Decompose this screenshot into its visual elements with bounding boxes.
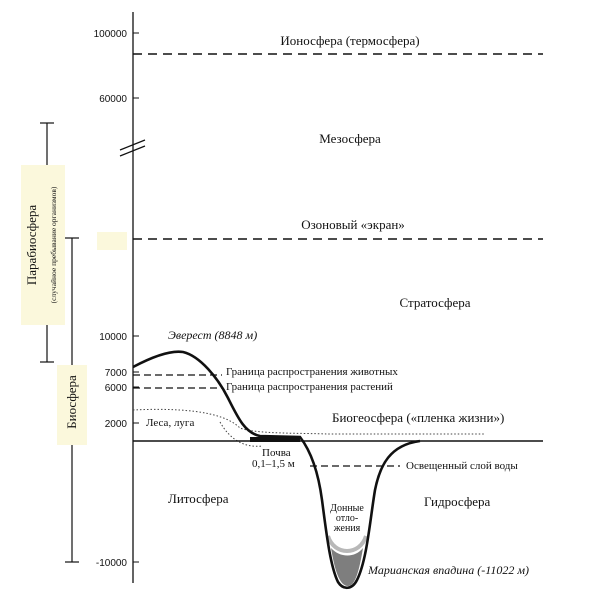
soil-depth-label: 0,1–1,5 м — [252, 458, 295, 470]
parabiosphere-label: Парабиосфера — [24, 205, 39, 285]
biosphere-label-highlight — [97, 232, 127, 250]
forests-meadows-label: Леса, луга — [146, 417, 194, 429]
tick-label-minus-10000: -10000 — [96, 558, 128, 569]
biosphere-label-highlight — [57, 365, 87, 445]
parabiosphere-label-highlight — [21, 165, 65, 325]
everest-label: Эверест (8848 м) — [168, 328, 257, 342]
biogeosphere-label: Биогеосфера («пленка жизни») — [332, 410, 504, 425]
axis-break-mark — [119, 145, 146, 157]
lit-water-layer-label: Освещенный слой воды — [406, 460, 518, 472]
ionosphere-label: Ионосфера (термосфера) — [280, 33, 419, 48]
soil-label: Почва — [262, 447, 291, 459]
sediments-label-line2: отло- — [336, 513, 358, 524]
tick-label-2000: 2000 — [105, 419, 128, 430]
sediments-label-line1: Донные — [330, 503, 364, 514]
mesosphere-label: Мезосфера — [319, 131, 381, 146]
biosphere-label: Биосфера — [64, 375, 79, 429]
plants-limit-label: Граница распространения растений — [226, 381, 393, 393]
terrain-profile-line — [132, 350, 421, 590]
biogeosphere-lower-boundary — [219, 421, 263, 447]
mariana-trench-label: Марианская впадина (-11022 м) — [367, 563, 529, 577]
tick-label-100000: 100000 — [94, 29, 128, 40]
soil-layer-band — [250, 437, 300, 442]
hydrosphere-label: Гидросфера — [424, 494, 491, 509]
axis-break-mark — [119, 139, 146, 151]
tick-label-60000: 60000 — [99, 94, 127, 105]
sediments-label-line3: жения — [333, 523, 361, 534]
tick-label-6000: 6000 — [105, 383, 128, 394]
animals-limit-label: Граница распространения животных — [226, 366, 398, 378]
tick-label-10000: 10000 — [99, 332, 127, 343]
ozone-screen-label: Озоновый «экран» — [301, 217, 405, 232]
lithosphere-label: Литосфера — [168, 491, 229, 506]
stratosphere-label: Стратосфера — [400, 295, 471, 310]
trench-sediment-fill — [331, 548, 363, 586]
trench-sediment-band — [326, 535, 368, 553]
axis-ticks — [133, 32, 139, 563]
tick-label-7000: 7000 — [105, 368, 128, 379]
biogeosphere-upper-boundary — [132, 408, 485, 435]
parabiosphere-note: (случайное пребывание организмов) — [49, 186, 58, 303]
